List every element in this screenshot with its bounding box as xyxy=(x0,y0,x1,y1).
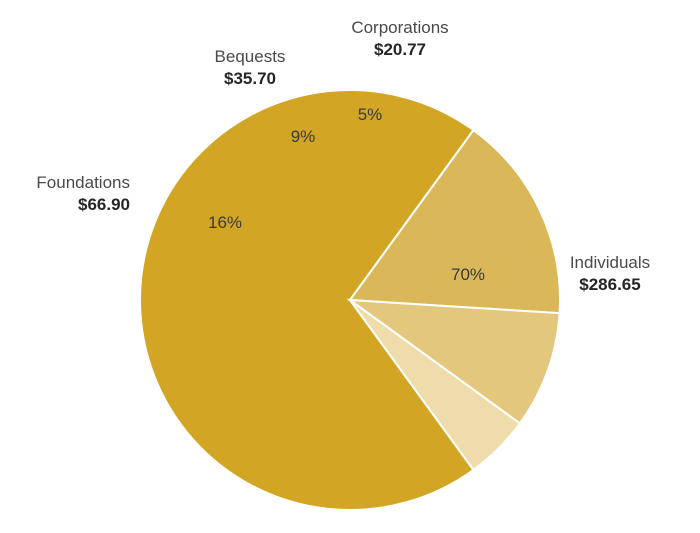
pct-label-bequests: 9% xyxy=(291,127,316,146)
label-name-bequests: Bequests xyxy=(215,47,286,66)
label-name-individuals: Individuals xyxy=(570,253,650,272)
pct-label-foundations: 16% xyxy=(208,213,242,232)
pie-slices xyxy=(140,90,560,510)
label-value-bequests: $35.70 xyxy=(224,69,276,88)
label-value-corporations: $20.77 xyxy=(374,40,426,59)
label-name-foundations: Foundations xyxy=(36,173,130,192)
label-value-individuals: $286.65 xyxy=(579,275,640,294)
pct-label-corporations: 5% xyxy=(358,105,383,124)
pct-label-individuals: 70% xyxy=(451,265,485,284)
label-value-foundations: $66.90 xyxy=(78,195,130,214)
label-name-corporations: Corporations xyxy=(351,18,448,37)
donation-pie-chart: 70% 16% 9% 5% Individuals $286.65 Foundations $… xyxy=(0,0,700,533)
